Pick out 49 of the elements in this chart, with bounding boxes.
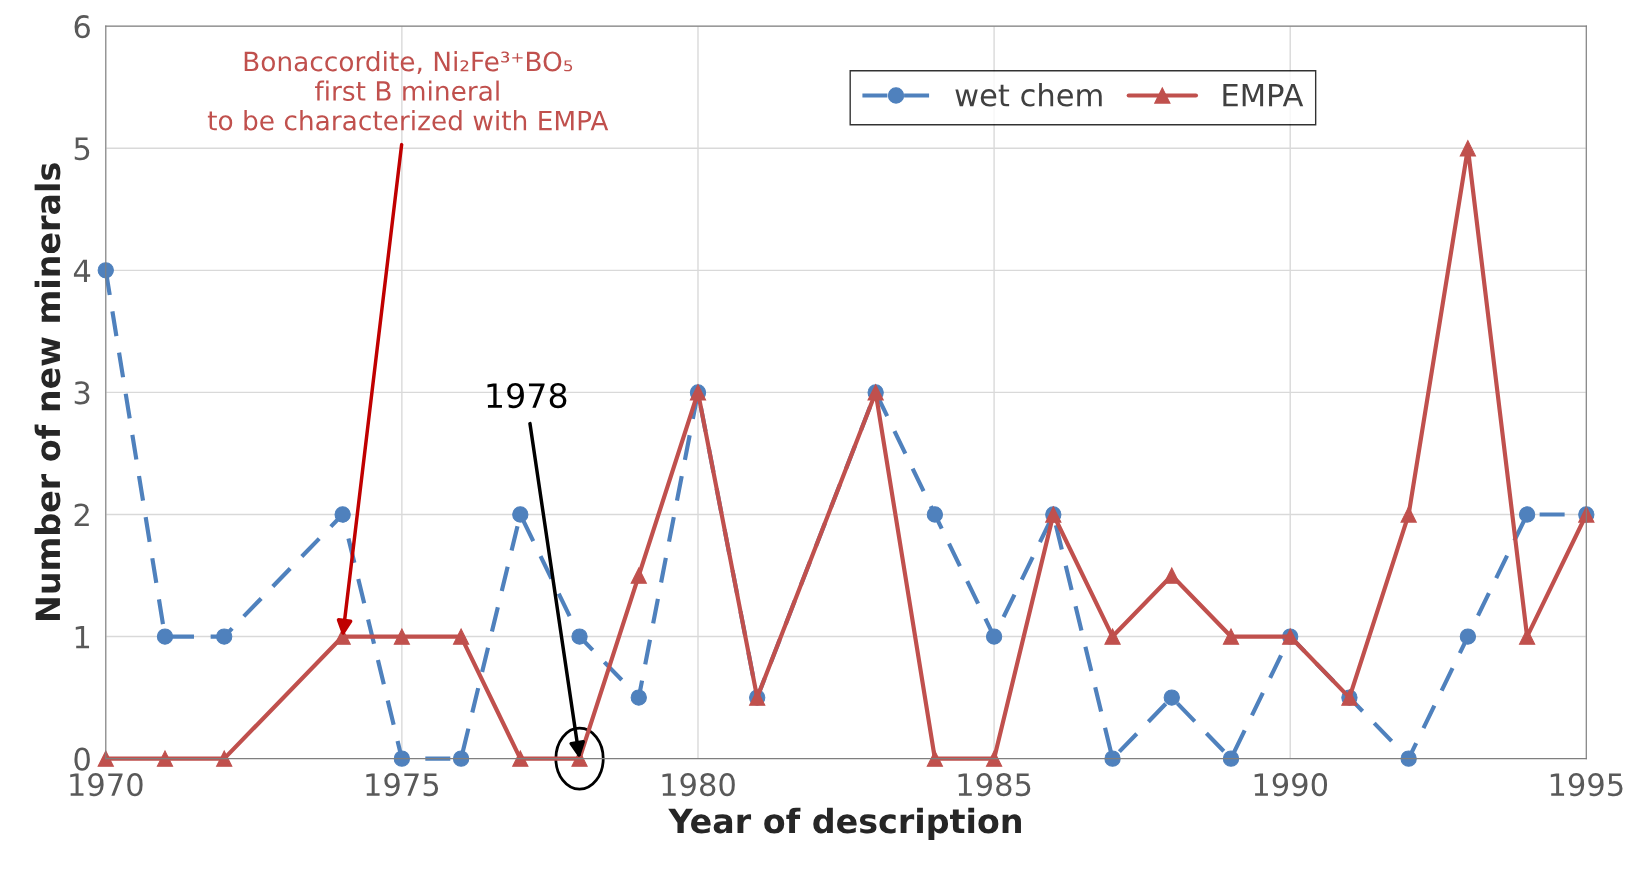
point	[216, 628, 233, 645]
x-tick-label: 1990	[1254, 773, 1328, 797]
x-tick-label: 1980	[662, 773, 735, 797]
point	[1104, 628, 1121, 645]
y-tick-label: 2	[74, 503, 89, 527]
y-tick-label: 4	[73, 259, 91, 282]
y-tick-label: 6	[74, 15, 90, 39]
point	[512, 750, 529, 767]
point	[1400, 750, 1417, 767]
y-tick-label: 5	[74, 137, 90, 161]
point	[630, 689, 647, 706]
point	[985, 628, 1003, 645]
point	[452, 750, 470, 767]
point	[985, 750, 1003, 767]
point	[1518, 506, 1536, 523]
y-tick-label: 3	[74, 381, 90, 405]
point	[571, 628, 588, 645]
point	[926, 750, 944, 767]
point	[926, 506, 944, 523]
legend-label: EMPA	[1223, 83, 1304, 107]
y-tick-label: 0	[74, 747, 90, 771]
point	[1222, 628, 1240, 645]
annotation: 1978	[487, 382, 567, 409]
point	[1400, 506, 1417, 523]
x-tick-label: 1995	[1550, 773, 1623, 797]
point	[1459, 140, 1477, 157]
x-tick-label: 1975	[366, 773, 439, 797]
y-axis-title: Number of new minerals	[34, 163, 61, 620]
point	[334, 506, 351, 523]
y-tick-label: 1	[75, 625, 90, 649]
point	[1222, 750, 1240, 767]
point	[1459, 628, 1477, 645]
point	[393, 750, 411, 767]
point	[1163, 567, 1180, 584]
point	[512, 506, 529, 523]
point	[156, 628, 174, 645]
x-tick-label: 1970	[70, 773, 143, 797]
legend-label: wet chem	[955, 82, 1102, 107]
annotation: Bonaccordite, Ni₂Fe³⁺BO₅ first B mineral to be characterized with EMPA	[207, 50, 609, 131]
x-tick-label: 1985	[958, 773, 1031, 797]
point	[630, 567, 647, 584]
point	[1104, 750, 1121, 767]
point	[1163, 689, 1180, 706]
point	[97, 750, 114, 767]
point	[393, 628, 411, 645]
point	[452, 628, 470, 645]
x-axis-title: Year of description	[668, 807, 1021, 840]
point	[156, 750, 174, 767]
point	[216, 750, 233, 767]
